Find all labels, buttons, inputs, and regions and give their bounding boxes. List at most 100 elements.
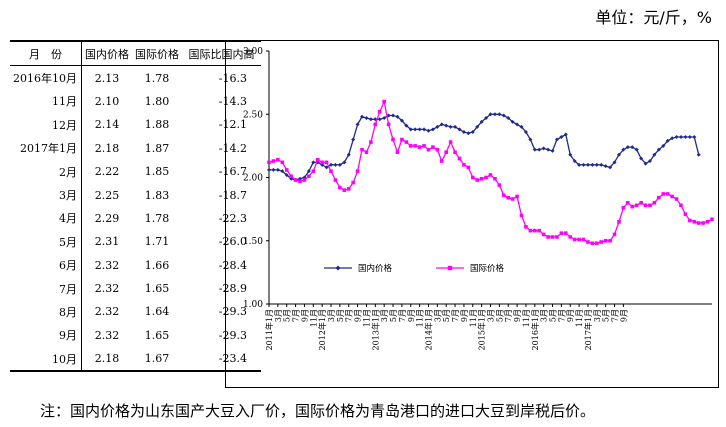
y-tick-label: 2.00 [243, 174, 263, 184]
table-row: 11月 2.10 1.80 -14.3 [10, 89, 261, 114]
domestic-price-cell: 2.29 [94, 211, 120, 225]
domestic-price-point [510, 119, 515, 124]
domestic-price-point [550, 148, 555, 153]
international-price-point [404, 140, 409, 144]
x-tick-label: 9月 [460, 309, 469, 322]
international-price-point [391, 137, 395, 142]
domestic-price-cell: 2.32 [94, 282, 120, 296]
x-tick-label: 11月 [575, 309, 584, 327]
domestic-price-point [333, 162, 338, 167]
international-price-point [417, 145, 422, 149]
domestic-price-cell: 2.31 [94, 235, 120, 249]
x-tick-label: 9月 [300, 309, 309, 322]
international-price-point [271, 159, 276, 163]
international-price-point [488, 173, 493, 177]
international-price-point [683, 212, 688, 216]
domestic-price-point [306, 169, 311, 174]
x-tick-label: 3月 [274, 309, 283, 322]
international-price-point [280, 160, 285, 165]
month-cell: 10月 [10, 347, 82, 373]
x-tick-label: 7月 [611, 309, 620, 322]
international-price-cell: 1.80 [144, 94, 170, 108]
international-price-point [537, 228, 542, 233]
x-tick-label: 9月 [354, 309, 363, 322]
month-cell: 9月 [10, 323, 82, 348]
domestic-price-point [519, 124, 524, 129]
footnote: 注：国内价格为山东国产大豆入厂价，国际价格为青岛港口的进口大豆到岸税后价。 [40, 402, 596, 420]
domestic-price-point [275, 167, 280, 172]
international-price-point [510, 197, 515, 201]
table-row: 4月 2.29 1.78 -22.3 [10, 206, 261, 231]
international-price-cell: 1.88 [144, 118, 170, 132]
international-price-point [475, 178, 480, 182]
international-price-point [293, 178, 298, 182]
domestic-price-point [692, 135, 697, 140]
domestic-price-cell: 2.25 [94, 188, 120, 202]
domestic-price-point [647, 159, 652, 164]
international-price-point [524, 225, 528, 229]
domestic-price-point [674, 135, 679, 140]
x-tick-label: 9月 [619, 309, 628, 322]
domestic-price-cell: 2.22 [94, 165, 120, 179]
international-price-cell: 1.65 [144, 328, 170, 342]
x-tick-label: 5月 [442, 309, 451, 322]
domestic-price-point [687, 135, 692, 140]
international-price-cell: 1.65 [144, 282, 170, 296]
domestic-price-point [435, 124, 440, 129]
domestic-price-point [444, 123, 449, 128]
domestic-price-point [683, 135, 688, 140]
domestic-price-point [337, 162, 342, 167]
international-price-point [462, 163, 466, 167]
international-price-point [665, 192, 670, 196]
international-price-cell: 1.66 [144, 258, 170, 272]
international-price-point [320, 160, 324, 165]
x-tick-label: 11月 [416, 309, 425, 327]
legend-label-international: 国际价格 [470, 263, 505, 274]
x-tick-label: 2012年1月 [317, 309, 327, 350]
x-tick-label: 9月 [407, 309, 416, 322]
price-table: 月 份 国内价格 国际价格 国际比国内高 2016年10月 2.13 1.78 -16… [10, 40, 261, 373]
international-price-point [360, 147, 364, 152]
domestic-price-cell: 2.14 [94, 118, 120, 132]
international-price-point [568, 235, 573, 239]
x-tick-label: 5月 [283, 309, 292, 322]
domestic-price-point [492, 112, 497, 117]
x-tick-label: 9月 [513, 309, 522, 322]
international-price-point [533, 228, 537, 233]
domestic-price-cell: 2.18 [81, 347, 132, 373]
international-price-point [470, 175, 475, 180]
international-price-point [413, 144, 417, 148]
international-price-point [342, 188, 347, 192]
domestic-price-cell: 2.10 [94, 94, 120, 108]
x-tick-label: 2014年1月 [423, 309, 433, 350]
month-cell: 6月 [10, 253, 82, 277]
domestic-price-point [634, 147, 639, 152]
x-tick-label: 2017年1月 [583, 309, 593, 350]
domestic-price-cell: 2.18 [94, 141, 120, 155]
x-tick-label: 9月 [566, 309, 575, 322]
domestic-price-point [678, 135, 683, 140]
international-price-point [581, 237, 586, 242]
international-price-point [506, 195, 511, 200]
domestic-price-point [368, 117, 373, 122]
domestic-price-point [267, 167, 271, 172]
international-price-point [550, 235, 555, 239]
international-price-point [369, 140, 373, 144]
domestic-price-point [572, 159, 577, 164]
x-tick-label: 7月 [451, 309, 460, 322]
month-cell: 2017年1月 [10, 136, 82, 160]
international-price-point [515, 194, 519, 199]
domestic-price-point [360, 114, 365, 119]
x-tick-label: 5月 [549, 309, 558, 322]
domestic-price-point [280, 169, 285, 174]
domestic-price-point [453, 124, 458, 129]
domestic-price-point [639, 156, 644, 161]
domestic-price-point [457, 127, 462, 132]
domestic-price-point [488, 112, 493, 117]
domestic-price-point [541, 146, 546, 151]
domestic-price-point [537, 147, 542, 152]
domestic-price-point [506, 116, 511, 121]
domestic-price-point [271, 167, 276, 172]
domestic-price-point [461, 129, 466, 134]
domestic-price-point [594, 162, 599, 167]
